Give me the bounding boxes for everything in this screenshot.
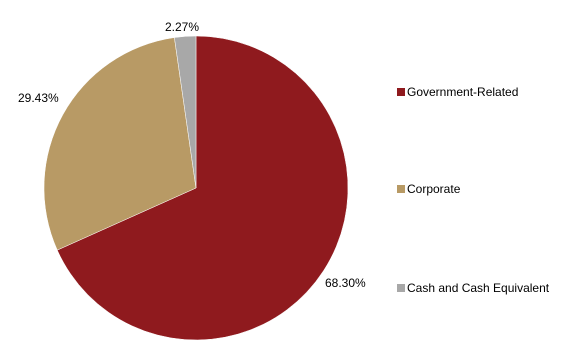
pie-slice-cash bbox=[174, 35, 197, 189]
legend-label-cash: Cash and Cash Equivalent bbox=[407, 281, 550, 295]
legend-item-corporate: Corporate bbox=[397, 182, 461, 196]
pie-slice-labels: 68.30% 29.43% 2.27% bbox=[18, 20, 366, 290]
legend-swatch-corporate bbox=[397, 185, 405, 193]
legend-item-government-related: Government-Related bbox=[397, 85, 518, 99]
pie-slices bbox=[43, 35, 349, 341]
legend: Government-Related Corporate Cash and Ca… bbox=[397, 85, 550, 295]
slice-label-cash: 2.27% bbox=[165, 20, 199, 34]
pie-slice-government-related bbox=[56, 35, 349, 341]
slice-label-corporate: 29.43% bbox=[18, 91, 59, 105]
slice-label-government-related: 68.30% bbox=[325, 276, 366, 290]
legend-swatch-cash bbox=[397, 284, 405, 292]
legend-swatch-government-related bbox=[397, 88, 405, 96]
legend-label-corporate: Corporate bbox=[407, 182, 461, 196]
pie-slice-corporate bbox=[43, 37, 197, 251]
legend-label-government-related: Government-Related bbox=[407, 85, 518, 99]
legend-item-cash: Cash and Cash Equivalent bbox=[397, 281, 550, 295]
